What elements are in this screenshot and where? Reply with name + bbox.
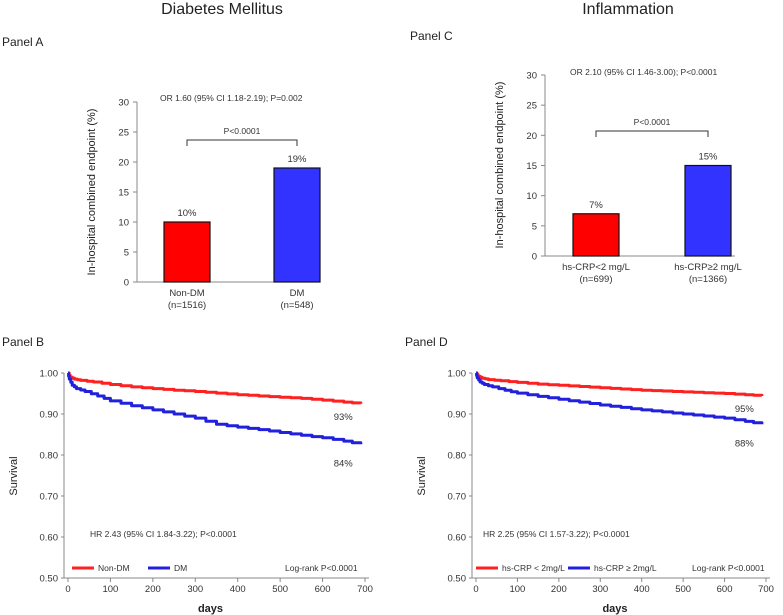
x-tick-label: 400 <box>634 584 650 595</box>
heading-inflammation: Inflammation <box>582 1 674 18</box>
y-tick-label: 20 <box>118 158 129 169</box>
y-tick-label: 30 <box>526 71 537 82</box>
x-tick-label: 200 <box>145 584 161 595</box>
y-tick-label: 1.00 <box>448 369 467 380</box>
panel-d: Panel D 0.50 0.60 0.70 0.80 0.90 1.00 0 100 200 30… <box>405 335 774 615</box>
log-rank-text: Log-rank P<0.0001 <box>692 563 765 573</box>
y-tick-label: 0.70 <box>448 492 467 503</box>
survival-curve-comparison <box>475 371 764 425</box>
bar-reference <box>572 213 620 257</box>
legend: Non-DM DM <box>72 563 187 573</box>
legend-label: Non-DM <box>98 563 130 573</box>
curve-end-label: 84% <box>334 458 354 469</box>
bar-comparison <box>684 164 732 257</box>
x-tick-label: 500 <box>272 584 288 595</box>
panel-b: Panel B 0.50 0.60 0.70 0.80 0.90 1.00 0 100 200 30… <box>2 335 373 615</box>
curve-end-label: 93% <box>334 412 354 423</box>
y-tick-label: 5 <box>532 221 537 232</box>
panel-c: Panel C 0 5 10 15 20 25 30 In-hospital combined … <box>410 29 742 285</box>
bar-value-label: 7% <box>589 200 603 211</box>
x-tick-label: 100 <box>102 584 118 595</box>
bracket-p-value: P<0.0001 <box>224 126 261 136</box>
bar-reference <box>163 221 211 283</box>
x-tick-label: 0 <box>473 584 478 595</box>
significance-bracket <box>595 130 709 137</box>
panel-label: Panel B <box>2 335 44 349</box>
panel-label: Panel D <box>405 335 448 349</box>
significance-bracket <box>186 139 298 146</box>
odds-ratio-text: OR 2.10 (95% CI 1.46-3.00); P<0.0001 <box>570 67 717 77</box>
curve-end-label: 88% <box>735 438 755 449</box>
category-label: Non-DM <box>169 288 204 299</box>
x-tick-label: 500 <box>675 584 691 595</box>
y-tick-label: 25 <box>526 101 537 112</box>
y-axis-label: In-hospital combined endpoint (%) <box>494 82 506 249</box>
y-tick-label: 1.00 <box>40 369 59 380</box>
y-tick-label: 20 <box>526 131 537 142</box>
legend: hs-CRP < 2mg/L hs-CRP ≥ 2mg/L <box>476 563 657 573</box>
category-n-label: (n=548) <box>280 300 313 311</box>
panel-label: Panel C <box>410 29 453 43</box>
x-axis-label: days <box>198 603 223 615</box>
legend-label: DM <box>174 563 187 573</box>
curve-end-label: 95% <box>735 404 755 415</box>
x-tick-label: 400 <box>230 584 246 595</box>
category-label: DM <box>290 288 305 299</box>
category-label: hs-CRP≥2 mg/L <box>674 262 742 273</box>
log-rank-text: Log-rank P<0.0001 <box>285 563 358 573</box>
category-n-label: (n=1516) <box>168 300 206 311</box>
x-tick-label: 0 <box>65 584 70 595</box>
y-tick-label: 30 <box>118 98 129 109</box>
panel-label: Panel A <box>2 35 43 49</box>
y-axis-label: In-hospital combined endpoint (%) <box>86 109 98 276</box>
y-axis-label: Survival <box>416 456 428 495</box>
heading-diabetes: Diabetes Mellitus <box>161 1 283 18</box>
category-n-label: (n=1366) <box>689 274 727 285</box>
bracket-p-value: P<0.0001 <box>634 117 671 127</box>
y-tick-label: 15 <box>118 188 129 199</box>
y-tick-label: 25 <box>118 128 129 139</box>
y-tick-label: 15 <box>526 161 537 172</box>
x-tick-label: 200 <box>551 584 567 595</box>
category-n-label: (n=699) <box>579 274 612 285</box>
y-tick-label: 0.90 <box>40 410 59 421</box>
bar-value-label: 15% <box>698 152 718 163</box>
odds-ratio-text: OR 1.60 (95% CI 1.18-2.19); P=0.002 <box>160 93 303 103</box>
x-tick-label: 300 <box>187 584 203 595</box>
y-axis-label: Survival <box>8 456 20 495</box>
y-tick-label: 0.50 <box>448 574 467 585</box>
x-tick-label: 700 <box>357 584 373 595</box>
bar-value-label: 10% <box>177 208 197 219</box>
y-tick-label: 0.70 <box>40 492 59 503</box>
y-tick-label: 0.60 <box>40 533 59 544</box>
y-tick-label: 0 <box>124 278 129 289</box>
x-axis-label: days <box>602 603 627 615</box>
x-tick-label: 600 <box>717 584 733 595</box>
y-tick-label: 0.90 <box>448 410 467 421</box>
category-label: hs-CRP<2 mg/L <box>562 262 630 273</box>
x-tick-label: 300 <box>592 584 608 595</box>
legend-label: hs-CRP ≥ 2mg/L <box>594 563 657 573</box>
x-tick-label: 700 <box>758 584 774 595</box>
y-tick-label: 0 <box>532 252 537 263</box>
panel-a: Panel A 0 5 10 15 20 25 30 In-hospital combined … <box>2 35 321 311</box>
survival-curve-comparison <box>67 371 363 445</box>
hazard-ratio-text: HR 2.25 (95% CI 1.57-3.22); P<0.0001 <box>483 529 630 539</box>
y-tick-label: 10 <box>526 191 537 202</box>
bar-value-label: 19% <box>287 154 307 165</box>
y-tick-label: 0.80 <box>448 451 467 462</box>
y-tick-label: 0.60 <box>448 533 467 544</box>
survival-curve-reference <box>475 371 764 397</box>
x-tick-label: 100 <box>509 584 525 595</box>
y-tick-label: 5 <box>124 248 129 259</box>
y-tick-label: 10 <box>118 218 129 229</box>
bar-comparison <box>273 167 321 283</box>
y-tick-label: 0.50 <box>40 574 59 585</box>
x-tick-label: 600 <box>315 584 331 595</box>
y-tick-label: 0.80 <box>40 451 59 462</box>
hazard-ratio-text: HR 2.43 (95% CI 1.84-3.22); P<0.0001 <box>90 529 237 539</box>
legend-label: hs-CRP < 2mg/L <box>502 563 565 573</box>
survival-curve-reference <box>67 371 363 405</box>
